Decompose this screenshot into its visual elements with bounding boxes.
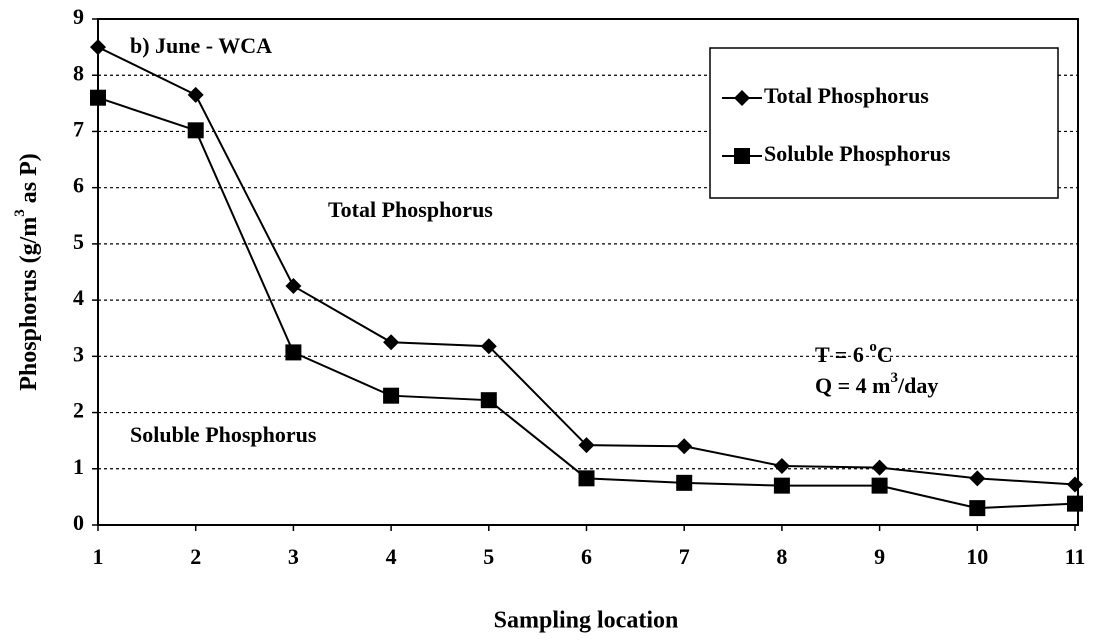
x-tick-label: 8: [776, 544, 787, 569]
x-tick-label: 2: [190, 544, 201, 569]
x-tick-label: 7: [679, 544, 690, 569]
annotation: b) June - WCA: [130, 33, 272, 58]
marker: [285, 278, 302, 295]
plot-frame: [97, 18, 1079, 526]
y-tick-label: 3: [73, 341, 84, 366]
marker: [480, 392, 497, 409]
annotation-part: Soluble Phosphorus: [130, 422, 317, 447]
annotation: T = 6 oC: [815, 339, 893, 367]
marker: [285, 344, 302, 361]
marker: [90, 89, 106, 106]
y-tick-label: 7: [73, 116, 84, 141]
x-tick-label: 5: [483, 544, 494, 569]
x-tick-label: 1: [93, 544, 104, 569]
y-tick-label: 0: [73, 510, 84, 535]
x-tick-label: 11: [1065, 544, 1086, 569]
marker: [1067, 495, 1083, 512]
x-axis-label: Sampling location: [494, 608, 679, 634]
y-axis-label: Phosphorus (g/m3 as P): [12, 153, 41, 391]
annotation: Total Phosphorus: [328, 197, 493, 222]
annotation-part: b) June - WCA: [130, 33, 272, 58]
annotation-part: Total Phosphorus: [328, 197, 493, 222]
annotation-part: T = 6: [815, 342, 869, 367]
y-label-part: as P): [16, 153, 42, 209]
marker: [187, 122, 204, 139]
marker: [676, 474, 693, 491]
marker: [734, 148, 750, 164]
annotation: Q = 4 m3/day: [815, 370, 938, 398]
y-label-part: Phosphorus (g/m: [16, 217, 42, 391]
marker: [969, 500, 986, 517]
marker: [578, 437, 595, 454]
annotation-part: C: [877, 342, 893, 367]
marker: [734, 90, 750, 106]
marker: [871, 477, 888, 494]
marker: [1067, 476, 1083, 493]
y-tick-label: 8: [73, 60, 84, 85]
annotation-part: Q = 4 m: [815, 373, 890, 398]
x-tick-label: 6: [581, 544, 592, 569]
marker: [969, 470, 986, 487]
x-tick-label: 9: [874, 544, 885, 569]
marker: [773, 477, 790, 494]
marker: [383, 334, 400, 351]
marker: [383, 387, 400, 404]
legend-label: Soluble Phosphorus: [764, 141, 951, 166]
y-tick-label: 4: [73, 285, 84, 310]
y-tick-label: 2: [73, 398, 84, 423]
annotation-sup: o: [869, 339, 877, 355]
marker: [187, 86, 204, 103]
marker: [871, 459, 888, 476]
y-tick-label: 9: [73, 4, 84, 29]
annotation-part: /day: [897, 373, 938, 398]
annotation: Soluble Phosphorus: [130, 422, 317, 447]
marker: [773, 457, 790, 474]
marker: [676, 438, 693, 455]
x-tick-label: 3: [288, 544, 299, 569]
marker: [578, 470, 595, 487]
legend-label: Total Phosphorus: [764, 83, 929, 108]
marker: [90, 39, 106, 56]
y-tick-label: 6: [73, 173, 84, 198]
legend-box: [709, 47, 1059, 199]
y-label-sup: 3: [12, 209, 28, 217]
y-tick-label: 1: [73, 454, 84, 479]
annotation-sup: 3: [890, 370, 898, 386]
y-tick-label: 5: [73, 229, 84, 254]
x-tick-label: 4: [386, 544, 397, 569]
x-tick-label: 10: [966, 544, 988, 569]
marker: [480, 338, 497, 355]
